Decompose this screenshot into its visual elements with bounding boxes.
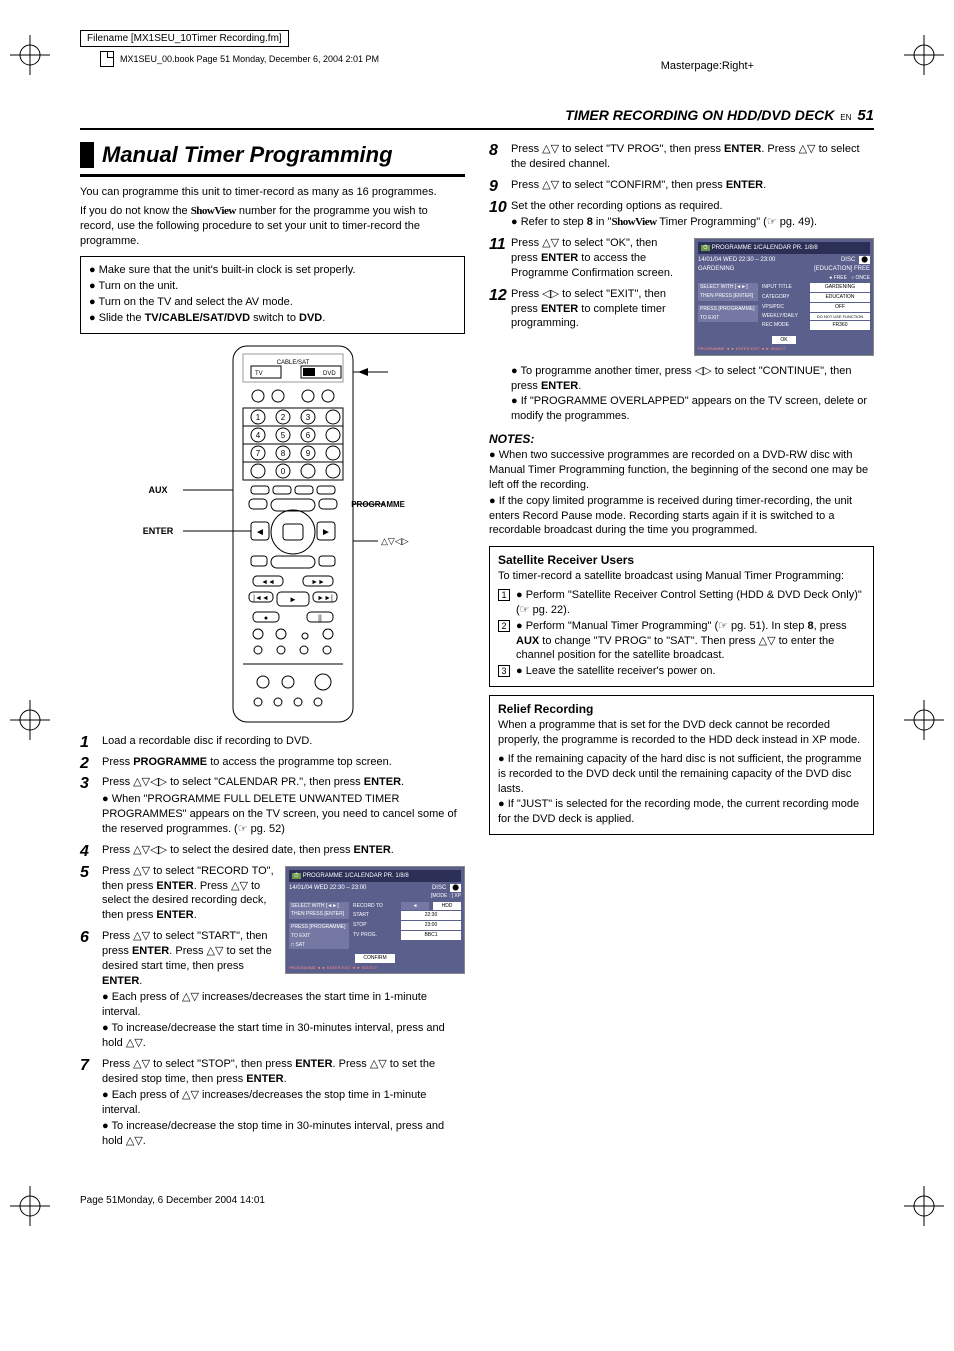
relief-item: If "JUST" is selected for the recording … [498,797,865,827]
notes-list: When two successive programmes are recor… [489,448,874,538]
prep-box: Make sure that the unit's built-in clock… [80,256,465,333]
crop-mark-tl [10,35,50,75]
step-9: Press △▽ to select "CONFIRM", then press… [489,178,874,193]
left-column: Manual Timer Programming You can program… [80,142,465,1155]
svg-text:ENTER: ENTER [142,526,173,536]
prep-item: Turn on the unit. [89,279,456,294]
lang-code: EN [840,113,851,122]
page-number: 51 [857,107,874,124]
svg-text:TV: TV [255,371,263,377]
step-7-note: Each press of △▽ increases/decreases the… [102,1088,465,1118]
prep-item: Make sure that the unit's built-in clock… [89,263,456,278]
relief-intro: When a programme that is set for the DVD… [498,718,865,748]
relief-item: If the remaining capacity of the hard di… [498,752,865,797]
svg-text:●: ● [263,615,267,622]
svg-text:◄: ◄ [255,527,265,538]
svg-text:1: 1 [255,413,260,422]
crop-mark-br [904,1186,944,1226]
svg-text:||: || [318,615,322,622]
step-8: Press △▽ to select "TV PROG", then press… [489,142,874,172]
crop-mark-mr [904,700,944,740]
svg-text:0: 0 [280,467,285,476]
steps-right: Press △▽ to select "TV PROG", then press… [489,142,874,424]
crop-mark-ml [10,700,50,740]
svg-text:►: ► [289,595,297,604]
step-10: Set the other recording options as requi… [489,199,874,231]
note-item: If the copy limited programme is receive… [489,494,874,539]
sat-step-3: 3Leave the satellite receiver's power on… [498,664,865,679]
prep-item: Slide the TV/CABLE/SAT/DVD switch to DVD… [89,311,456,326]
relief-heading: Relief Recording [498,702,865,716]
crop-mark-tr [904,35,944,75]
relief-box: Relief Recording When a programme that i… [489,695,874,835]
page-icon [100,51,114,67]
svg-text:|◄◄: |◄◄ [253,595,269,602]
svg-text:△▽◁▷: △▽◁▷ [381,536,409,546]
book-meta: MX1SEU_00.book Page 51 Monday, December … [100,51,874,67]
filename-meta: Filename [MX1SEU_10Timer Recording.fm] [80,30,289,47]
step-10-note: Refer to step 8 in "ShowView Timer Progr… [511,215,874,230]
notes-heading: NOTES: [489,432,874,446]
step-5: ⏱PROGRAMME 1/CALENDAR PR. 1/8/8 14/01/04… [80,864,465,923]
step-7: Press △▽ to select "STOP", then press EN… [80,1057,465,1149]
svg-text:DVD: DVD [323,371,336,377]
svg-text:4: 4 [255,431,260,440]
steps-left: Load a recordable disc if recording to D… [80,734,465,1149]
step-3: Press △▽◁▷ to select "CALENDAR PR.", the… [80,775,465,836]
step-12-note: To programme another timer, press ◁▷ to … [511,364,874,394]
svg-text:7: 7 [255,449,260,458]
svg-text:9: 9 [305,449,310,458]
section-title-text: TIMER RECORDING ON HDD/DVD DECK [565,107,834,123]
step-6: Press △▽ to select "START", then press E… [80,929,465,1051]
step-2: Press PROGRAMME to access the programme … [80,755,465,770]
satellite-intro: To timer-record a satellite broadcast us… [498,569,865,584]
svg-text:►: ► [321,527,331,538]
step-12-note: If "PROGRAMME OVERLAPPED" appears on the… [511,394,874,424]
step-1: Load a recordable disc if recording to D… [80,734,465,749]
book-meta-text: MX1SEU_00.book Page 51 Monday, December … [120,54,379,64]
svg-text:CABLE/SAT: CABLE/SAT [276,360,309,366]
svg-text:◄◄: ◄◄ [261,579,275,586]
step-4: Press △▽◁▷ to select the desired date, t… [80,843,465,858]
showview-logo: ShowView [191,205,236,217]
svg-text:►►|: ►►| [317,595,333,602]
svg-text:2: 2 [280,413,285,422]
svg-text:8: 8 [280,449,285,458]
svg-text:AUX: AUX [148,485,167,495]
svg-text:►►: ►► [311,579,325,586]
svg-text:6: 6 [305,431,310,440]
remote-figure: CABLE/SAT TV DVD 1 2 [80,344,465,724]
intro-2: If you do not know the ShowView number f… [80,204,465,249]
svg-text:3: 3 [305,413,310,422]
svg-text:5: 5 [280,431,285,440]
satellite-box: Satellite Receiver Users To timer-record… [489,546,874,687]
crop-mark-bl [10,1186,50,1226]
intro-1: You can programme this unit to timer-rec… [80,185,465,200]
step-3-note: When "PROGRAMME FULL DELETE UNWANTED TIM… [102,792,465,837]
sat-step-2: 2Perform "Manual Timer Programming" (☞ p… [498,619,865,664]
right-column: Press △▽ to select "TV PROG", then press… [489,142,874,1155]
step-6-note: Each press of △▽ increases/decreases the… [102,990,465,1020]
prep-item: Turn on the TV and select the AV mode. [89,295,456,310]
step-12: Press ◁▷ to select "EXIT", then press EN… [489,287,874,424]
svg-text:PROGRAMME: PROGRAMME [351,500,405,509]
sat-step-1: 1Perform "Satellite Receiver Control Set… [498,588,865,618]
step-7-note: To increase/decrease the stop time in 30… [102,1119,465,1149]
satellite-heading: Satellite Receiver Users [498,553,865,567]
main-heading: Manual Timer Programming [80,142,465,177]
step-6-note: To increase/decrease the start time in 3… [102,1021,465,1051]
step-11: ⏱PROGRAMME 1/CALENDAR PR. 1/8/8 14/01/04… [489,236,874,281]
note-item: When two successive programmes are recor… [489,448,874,493]
section-header: TIMER RECORDING ON HDD/DVD DECK EN 51 [80,107,874,126]
masterpage: Masterpage:Right+ [661,60,754,72]
footer-meta: Page 51Monday, 6 December 2004 14:01 [80,1195,874,1206]
